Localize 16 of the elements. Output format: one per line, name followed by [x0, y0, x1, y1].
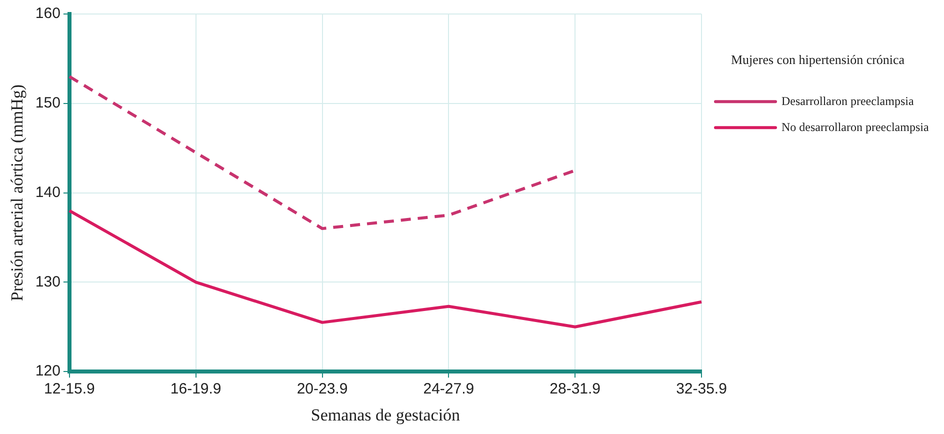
- x-tick-label: 12-15.9: [44, 380, 95, 398]
- y-tick-label: 120: [35, 362, 60, 380]
- x-tick-label: 32-35.9: [676, 380, 727, 398]
- x-tick-label: 16-19.9: [170, 380, 222, 398]
- x-axis-title: Semanas de gestación: [310, 405, 461, 424]
- y-axis-title: Presión arterial aórtica (mmHg): [8, 84, 27, 302]
- legend-title: Mujeres con hipertensión crónica: [730, 52, 905, 67]
- y-tick-label: 160: [35, 5, 60, 22]
- legend-label: Desarrollaron preeclampsia: [782, 94, 914, 108]
- y-tick-label: 140: [35, 184, 60, 201]
- x-tick-label: 24-27.9: [423, 380, 474, 398]
- y-tick-label: 130: [35, 273, 60, 290]
- legend-label: No desarrollaron preeclampsia: [782, 120, 930, 134]
- x-tick-label: 20-23.9: [296, 380, 348, 398]
- x-tick-label: 28-31.9: [550, 380, 601, 398]
- y-tick-label: 150: [35, 94, 60, 112]
